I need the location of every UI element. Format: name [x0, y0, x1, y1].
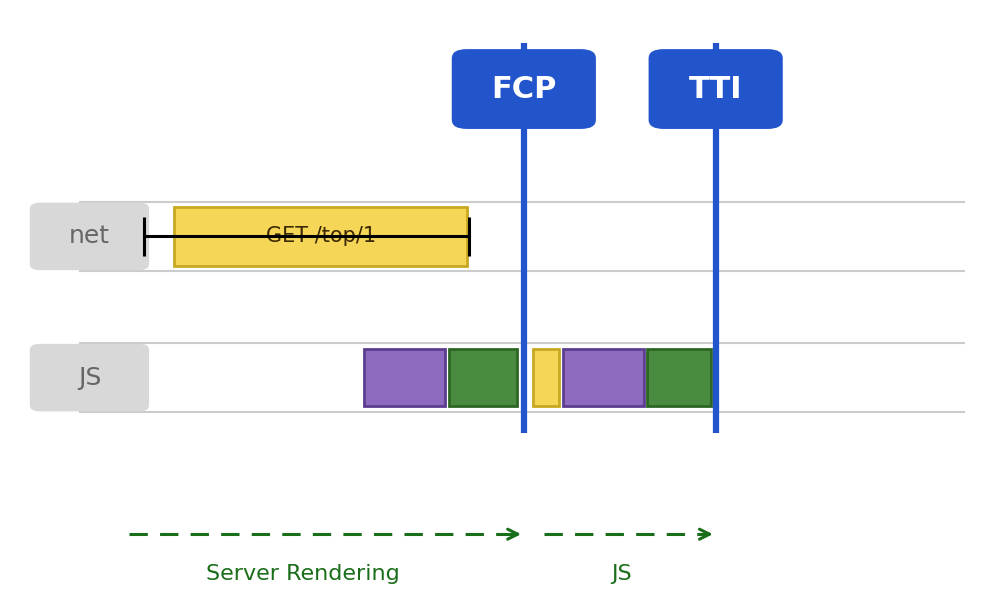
FancyBboxPatch shape: [533, 349, 559, 406]
Text: GET /top/1: GET /top/1: [265, 227, 376, 246]
Text: JS: JS: [78, 365, 101, 390]
FancyBboxPatch shape: [647, 349, 711, 406]
FancyBboxPatch shape: [648, 49, 783, 129]
FancyBboxPatch shape: [364, 349, 445, 406]
FancyBboxPatch shape: [452, 49, 596, 129]
FancyBboxPatch shape: [174, 208, 467, 265]
Text: TTI: TTI: [689, 74, 743, 104]
FancyBboxPatch shape: [563, 349, 644, 406]
Text: Server Rendering: Server Rendering: [207, 564, 400, 584]
Text: FCP: FCP: [491, 74, 557, 104]
FancyBboxPatch shape: [30, 344, 149, 411]
Text: net: net: [69, 224, 110, 249]
Text: JS: JS: [611, 564, 631, 584]
FancyBboxPatch shape: [30, 203, 149, 270]
FancyBboxPatch shape: [449, 349, 517, 406]
